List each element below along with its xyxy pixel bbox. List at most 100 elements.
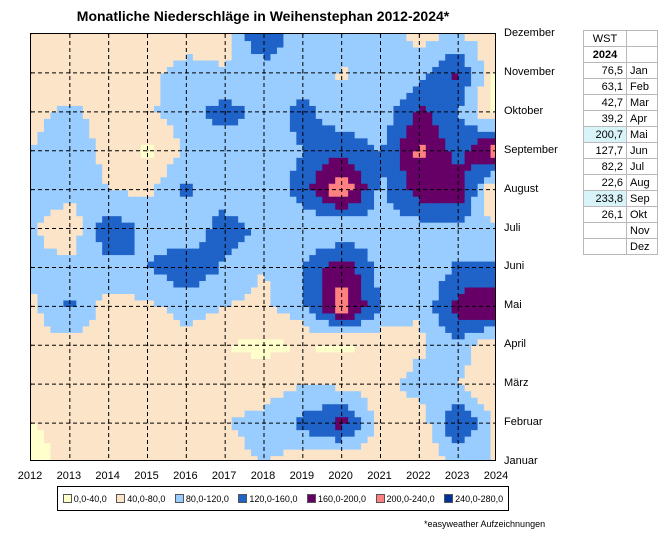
contour-cell (412, 163, 420, 171)
contour-cell (50, 371, 58, 379)
wst-value: 42,7 (583, 94, 627, 111)
contour-cell (160, 338, 168, 346)
contour-cell (102, 196, 110, 204)
contour-cell (134, 299, 142, 307)
contour-cell (270, 358, 278, 366)
contour-cell (76, 163, 84, 171)
contour-cell (212, 53, 220, 61)
contour-cell (82, 196, 90, 204)
contour-cell (302, 189, 310, 197)
contour-cell (63, 34, 71, 42)
contour-cell (153, 455, 162, 460)
contour-cell (238, 222, 246, 230)
contour-cell (192, 384, 200, 392)
contour-cell (89, 222, 97, 230)
contour-cell (173, 449, 181, 457)
contour-cell (199, 163, 207, 171)
contour-cell (264, 306, 272, 314)
contour-cell (50, 403, 58, 411)
contour-cell (406, 183, 414, 191)
contour-cell (141, 371, 149, 379)
contour-cell (471, 306, 479, 314)
contour-cell (264, 364, 272, 372)
legend-swatch (116, 494, 126, 503)
contour-cell (458, 280, 466, 288)
wst-value: 63,1 (583, 78, 627, 95)
contour-cell (374, 222, 382, 230)
contour-cell (393, 79, 401, 87)
contour-cell (153, 131, 162, 139)
contour-cell (147, 280, 155, 288)
contour-cell (95, 150, 103, 158)
contour-cell (289, 137, 297, 145)
contour-cell (380, 40, 388, 48)
contour-plot-svg (31, 34, 495, 460)
contour-cell (296, 455, 304, 460)
contour-cell (238, 92, 246, 100)
contour-cell (380, 280, 388, 288)
contour-cell (477, 241, 485, 249)
contour-cell (490, 416, 495, 424)
contour-cell (225, 384, 233, 392)
contour-cell (37, 345, 45, 353)
contour-cell (37, 202, 45, 210)
contour-cell (354, 163, 362, 171)
contour-cell (361, 254, 369, 262)
data-point (223, 149, 227, 152)
contour-cell (147, 189, 155, 197)
contour-cell (108, 280, 116, 288)
contour-cell (244, 176, 252, 184)
contour-cell (302, 183, 310, 191)
contour-cell (37, 170, 45, 178)
contour-cell (393, 286, 401, 294)
contour-cell (270, 416, 278, 424)
contour-cell (341, 429, 349, 437)
contour-cell (50, 144, 58, 152)
contour-cell (380, 85, 388, 93)
contour-cell (276, 79, 285, 87)
contour-cell (231, 144, 239, 152)
contour-cell (238, 85, 246, 93)
contour-cell (76, 170, 84, 178)
contour-cell (490, 163, 495, 171)
contour-cell (128, 273, 136, 282)
contour-cell (393, 53, 401, 61)
contour-cell (315, 53, 323, 61)
contour-cell (89, 66, 97, 74)
contour-cell (399, 429, 407, 437)
contour-cell (199, 209, 207, 217)
contour-cell (82, 286, 90, 294)
contour-cell (251, 332, 259, 340)
wst-header-row: WST (583, 30, 658, 47)
contour-cell (153, 442, 162, 450)
contour-cell (141, 105, 149, 113)
contour-cell (141, 170, 149, 178)
contour-cell (322, 338, 330, 346)
contour-cell (309, 410, 317, 418)
contour-cell (244, 436, 252, 444)
contour-cell (108, 358, 116, 366)
contour-cell (374, 118, 382, 126)
data-point (379, 227, 382, 230)
contour-cell (270, 436, 278, 444)
contour-cell (115, 325, 123, 333)
contour-cell (270, 66, 278, 74)
contour-cell (464, 157, 472, 165)
contour-cell (451, 254, 459, 262)
contour-cell (69, 66, 77, 74)
contour-cell (348, 345, 356, 353)
contour-cell (322, 46, 330, 55)
contour-cell (160, 299, 168, 307)
contour-cell (31, 429, 39, 437)
contour-cell (425, 241, 433, 249)
contour-cell (484, 423, 492, 431)
contour-cell (141, 163, 149, 171)
contour-cell (406, 429, 414, 437)
contour-cell (128, 66, 136, 74)
contour-cell (361, 248, 369, 256)
contour-cell (225, 390, 233, 398)
contour-cell (141, 241, 149, 249)
contour-cell (399, 286, 407, 294)
contour-cell (31, 312, 39, 320)
contour-cell (173, 429, 181, 437)
